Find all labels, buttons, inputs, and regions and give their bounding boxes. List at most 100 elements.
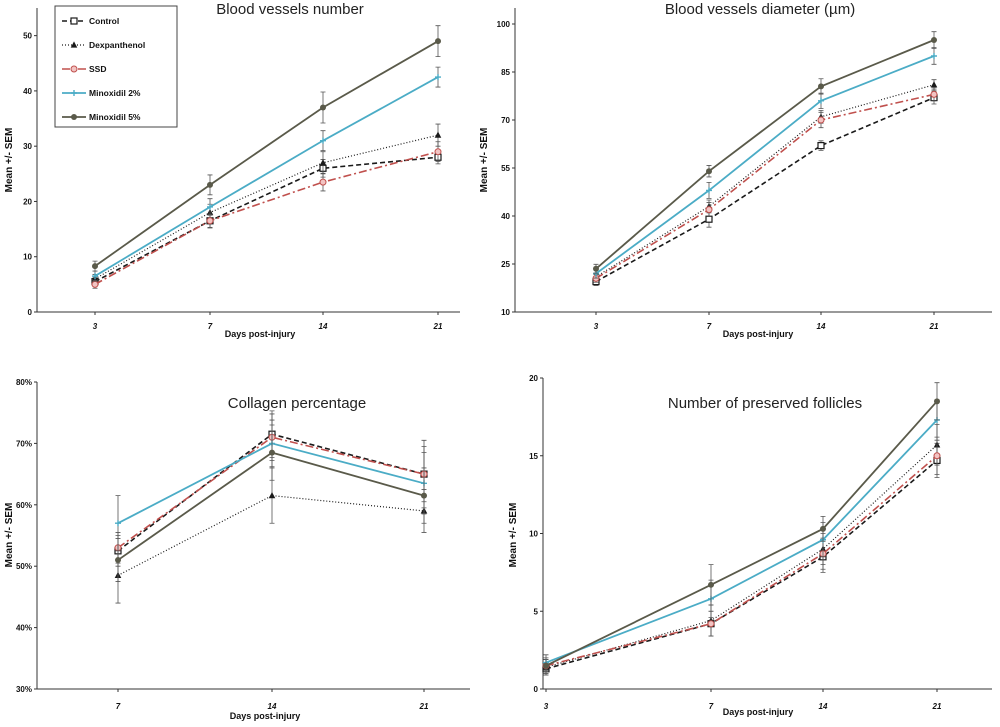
marker-minoxidil-2 — [435, 74, 441, 81]
x-axis-label: Days post-injury — [723, 329, 794, 339]
series-minoxidil-5- — [115, 424, 427, 582]
marker-ssd — [70, 65, 78, 73]
chart-title: Collagen percentage — [228, 395, 366, 412]
marker-minoxidil-2 — [818, 97, 824, 104]
x-axis-label: Days post-injury — [230, 711, 301, 721]
marker-dexpanthenol — [268, 491, 276, 499]
y-tick-label: 80% — [16, 378, 32, 387]
series-line — [595, 96, 935, 283]
y-tick-label: 40% — [16, 624, 32, 633]
marker-minoxidil-5 — [931, 37, 937, 43]
x-tick-label: 14 — [819, 702, 828, 711]
y-tick-label: 40 — [501, 212, 510, 221]
x-tick-label: 14 — [817, 322, 826, 331]
series-dexpanthenol — [91, 123, 442, 284]
x-tick-label: 21 — [419, 702, 429, 711]
series-control — [91, 150, 442, 287]
chart-panel-1: 0 10 20 30 40 50 3 7 14 21 Blood vessels number Day… — [4, 1, 460, 339]
series-line — [545, 444, 938, 668]
series-line — [117, 436, 425, 549]
legend: Control Dexpanthenol SSD Minoxidil 2% Minoxi… — [54, 5, 178, 128]
marker-minoxidil-5 — [934, 398, 940, 405]
y-tick-label: 30% — [16, 685, 32, 694]
marker-minoxidil-2 — [706, 187, 712, 194]
marker-ssd — [319, 178, 327, 186]
legend-entry: Control — [62, 16, 119, 26]
y-tick-label: 10 — [501, 308, 510, 317]
series-line — [595, 39, 935, 270]
x-tick-label: 21 — [433, 322, 443, 331]
marker-dexpanthenol — [70, 41, 78, 48]
marker-minoxidil-5 — [421, 492, 427, 499]
x-tick-label: 3 — [544, 702, 549, 711]
marker-dexpanthenol — [319, 159, 327, 166]
x-tick-label: 14 — [319, 322, 328, 331]
legend-entry: SSD — [62, 64, 106, 74]
series-minoxidil-2- — [92, 66, 441, 282]
y-tick-label: 25 — [501, 260, 510, 269]
y-tick-label: 20 — [23, 197, 32, 206]
series-line — [595, 55, 935, 275]
y-tick-label: 55 — [501, 164, 510, 173]
chart-title: Number of preserved follicles — [668, 395, 862, 412]
marker-minoxidil-2 — [320, 137, 326, 144]
series-minoxidil-5- — [543, 382, 940, 674]
y-tick-label: 20 — [529, 374, 538, 383]
marker-minoxidil-2 — [71, 90, 77, 96]
series-control — [592, 90, 938, 286]
series-ssd — [91, 141, 442, 289]
marker-ssd — [707, 620, 715, 628]
chart-title: Blood vessels diameter (µm) — [665, 1, 855, 18]
marker-minoxidil-5 — [92, 263, 98, 270]
marker-minoxidil-5 — [115, 557, 121, 564]
x-tick-label: 14 — [268, 702, 277, 711]
marker-dexpanthenol — [434, 131, 442, 138]
marker-minoxidil-5 — [708, 581, 714, 588]
marker-minoxidil-2 — [931, 53, 937, 59]
marker-minoxidil-5 — [207, 181, 213, 188]
series-minoxidil-2- — [593, 47, 937, 279]
y-tick-label: 50 — [23, 32, 32, 41]
x-tick-label: 21 — [929, 322, 939, 331]
series-ssd — [592, 87, 938, 283]
legend-label: SSD — [89, 64, 106, 74]
y-tick-label: 40 — [23, 87, 32, 96]
legend-entry: Dexpanthenol — [62, 40, 145, 50]
y-tick-label: 70% — [16, 439, 32, 448]
series-line — [117, 451, 425, 561]
marker-control — [817, 142, 825, 150]
chart-panel-2: 10 25 40 55 70 85 100 3 7 14 21 Blood vessels diame… — [479, 1, 992, 339]
series-line — [545, 419, 938, 664]
series-line — [117, 494, 425, 576]
marker-ssd — [434, 148, 442, 156]
series-ssd — [114, 413, 428, 564]
x-axis-label: Days post-injury — [225, 329, 296, 339]
chart-panel-3: 30% 40% 50% 60% 70% 80% 7 14 21 Collagen percenta… — [4, 378, 470, 721]
x-tick-label: 3 — [93, 322, 98, 331]
marker-dexpanthenol — [930, 81, 938, 88]
series-minoxidil-5- — [92, 25, 441, 272]
y-tick-label: 50% — [16, 562, 32, 571]
series-minoxidil-5- — [593, 31, 937, 274]
series-line — [94, 134, 439, 280]
marker-minoxidil-2 — [207, 203, 213, 210]
y-tick-label: 10 — [23, 253, 32, 262]
legend-label: Minoxidil 5% — [89, 112, 141, 122]
marker-minoxidil-5 — [706, 168, 712, 175]
x-axis-label: Days post-injury — [723, 707, 794, 717]
x-tick-label: 7 — [709, 702, 714, 711]
series-dexpanthenol — [592, 79, 938, 282]
marker-ssd — [206, 217, 214, 225]
series-line — [94, 76, 439, 277]
marker-ssd — [705, 206, 713, 214]
series-line — [545, 459, 938, 670]
series-line — [545, 400, 938, 667]
marker-minoxidil-5 — [320, 104, 326, 111]
marker-minoxidil-5 — [820, 525, 826, 532]
x-tick-label: 21 — [932, 702, 942, 711]
x-tick-label: 7 — [208, 322, 213, 331]
y-tick-label: 60% — [16, 501, 32, 510]
y-axis-label: Mean +/- SEM — [4, 503, 15, 568]
y-tick-label: 0 — [534, 685, 539, 694]
chart-title: Blood vessels number — [216, 1, 364, 18]
